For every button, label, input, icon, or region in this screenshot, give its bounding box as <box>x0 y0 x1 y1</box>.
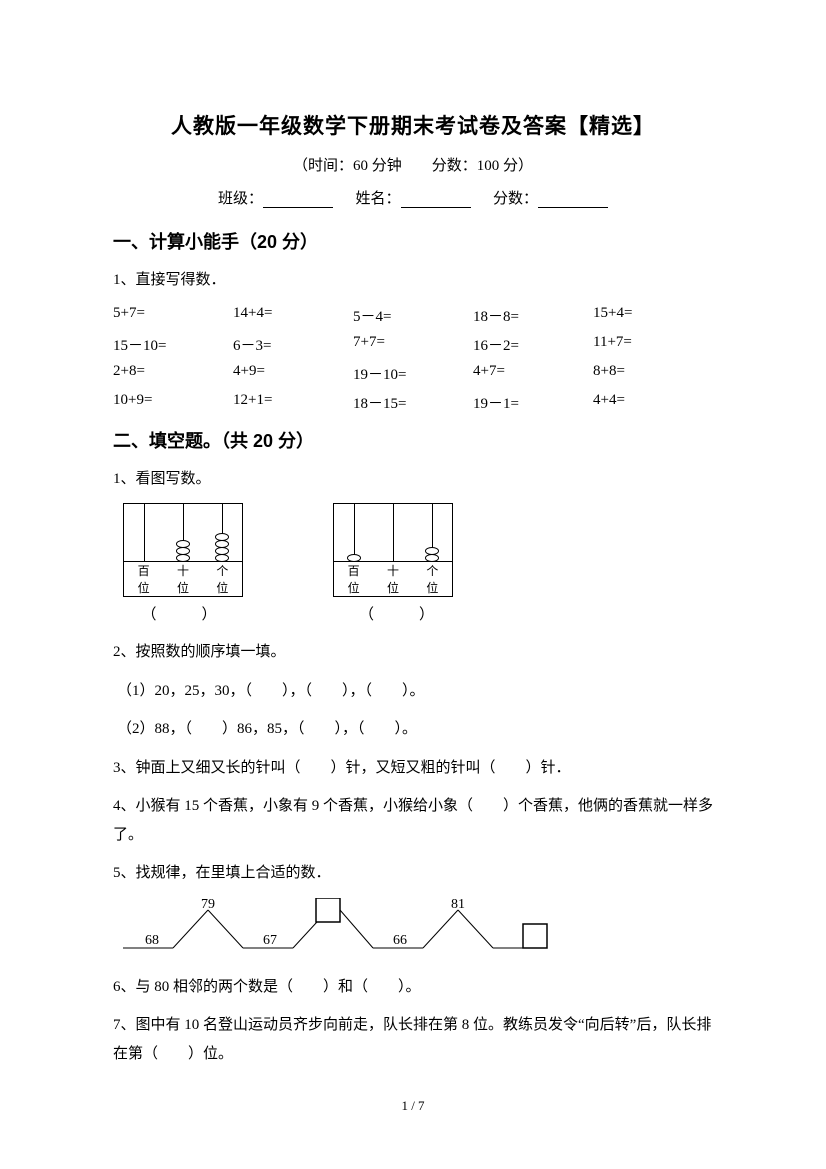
name-label: 姓名： <box>355 191 400 207</box>
rod <box>124 504 163 561</box>
calc-cell: 19－1= <box>473 392 593 413</box>
abacus-sub: 位 <box>216 579 228 596</box>
s2-q6: 6、与 80 相邻的两个数是（ ）和（ ）。 <box>113 973 713 1002</box>
calc-cell: 4+9= <box>233 363 353 384</box>
rod <box>163 504 202 561</box>
abacus-sub: 位 <box>138 579 150 596</box>
calc-row: 2+8= 4+9= 19－10= 4+7= 8+8= <box>113 363 713 384</box>
score-label: 分数： <box>493 191 538 207</box>
s2-q7: 7、图中有 10 名登山运动员齐步向前走，队长排在第 8 位。教练员发令“向后转… <box>113 1011 713 1068</box>
calc-cell: 14+4= <box>233 305 353 326</box>
bead-icon <box>176 547 190 555</box>
calc-cell: 2+8= <box>113 363 233 384</box>
calc-grid: 5+7= 14+4= 5－4= 18－8= 15+4= 15－10= 6－3= … <box>113 305 713 413</box>
s2-q5-label: 5、找规律，在里填上合适的数． <box>113 859 713 888</box>
rod <box>413 504 452 561</box>
abacus-answers: （ ） （ ） <box>119 603 713 624</box>
calc-row: 15－10= 6－3= 7+7= 16－2= 11+7= <box>113 334 713 355</box>
s2-q1-label: 1、看图写数。 <box>113 465 713 494</box>
calc-cell: 12+1= <box>233 392 353 413</box>
calc-cell: 5－4= <box>353 305 473 326</box>
abacus-label: 百 <box>348 562 360 579</box>
section1-header: 一、计算小能手（20 分） <box>113 228 713 254</box>
abacus-label: 百 <box>138 562 150 579</box>
subtitle: （时间：60 分钟 分数：100 分） <box>113 154 713 175</box>
calc-cell: 19－10= <box>353 363 473 384</box>
bead-icon <box>176 540 190 548</box>
abacus-1: 百位 十位 个位 <box>123 503 243 597</box>
bead-icon <box>215 547 229 555</box>
bead-icon <box>425 547 439 555</box>
paren-blank[interactable]: （ ） <box>337 603 457 624</box>
s2-q2-line2: （2）88，（ ）86，85，（ ），（ ）。 <box>113 715 713 744</box>
abacus-sub: 位 <box>348 579 360 596</box>
class-blank[interactable] <box>263 192 333 208</box>
s2-q3: 3、钟面上又细又长的针叫（ ）针，又短又粗的针叫（ ）针． <box>113 754 713 783</box>
abacus-sub: 位 <box>177 579 189 596</box>
bead-icon <box>215 554 229 562</box>
paren-blank[interactable]: （ ） <box>119 603 239 624</box>
s2-q2-line1: （1）20，25，30，（ ），（ ），（ ）。 <box>113 677 713 706</box>
abacus-2: 百位 十位 个位 <box>333 503 453 597</box>
abacus-row: 百位 十位 个位 百位 十位 个位 <box>123 503 713 597</box>
section2-header: 二、填空题。（共 20 分） <box>113 427 713 453</box>
bead-icon <box>347 554 361 562</box>
page-title: 人教版一年级数学下册期末考试卷及答案【精选】 <box>113 110 713 140</box>
score-blank[interactable] <box>538 192 608 208</box>
abacus-label: 十 <box>387 562 399 579</box>
calc-cell: 16－2= <box>473 334 593 355</box>
calc-cell: 7+7= <box>353 334 473 355</box>
abacus-label: 十 <box>177 562 189 579</box>
pattern-diagram: 68 79 67 66 81 <box>113 898 713 963</box>
calc-cell: 6－3= <box>233 334 353 355</box>
calc-cell: 15－10= <box>113 334 233 355</box>
bead-icon <box>215 533 229 541</box>
calc-cell: 11+7= <box>593 334 713 355</box>
pattern-num: 79 <box>201 898 215 912</box>
pattern-num: 81 <box>451 898 465 912</box>
calc-row: 10+9= 12+1= 18－15= 19－1= 4+4= <box>113 392 713 413</box>
calc-cell: 15+4= <box>593 305 713 326</box>
bead-icon <box>215 540 229 548</box>
s2-q4: 4、小猴有 15 个香蕉，小象有 9 个香蕉，小猴给小象（ ）个香蕉，他俩的香蕉… <box>113 792 713 849</box>
calc-row: 5+7= 14+4= 5－4= 18－8= 15+4= <box>113 305 713 326</box>
bead-icon <box>425 554 439 562</box>
zigzag-icon: 68 79 67 66 81 <box>113 898 573 958</box>
calc-cell: 4+4= <box>593 392 713 413</box>
pattern-num: 68 <box>145 933 159 948</box>
pattern-num: 67 <box>263 933 277 948</box>
class-label: 班级： <box>218 191 263 207</box>
name-blank[interactable] <box>401 192 471 208</box>
page-footer: 1 / 7 <box>0 1098 826 1114</box>
calc-cell: 8+8= <box>593 363 713 384</box>
rod <box>373 504 412 561</box>
rod <box>203 504 242 561</box>
pattern-num: 66 <box>393 933 407 948</box>
calc-cell: 18－8= <box>473 305 593 326</box>
s1-q1-label: 1、直接写得数． <box>113 266 713 295</box>
info-line: 班级： 姓名： 分数： <box>113 187 713 208</box>
abacus-sub: 位 <box>426 579 438 596</box>
rod <box>334 504 373 561</box>
abacus-label: 个 <box>426 562 438 579</box>
abacus-sub: 位 <box>387 579 399 596</box>
calc-cell: 18－15= <box>353 392 473 413</box>
abacus-label: 个 <box>216 562 228 579</box>
bead-icon <box>176 554 190 562</box>
calc-cell: 5+7= <box>113 305 233 326</box>
s2-q2-label: 2、按照数的顺序填一填。 <box>113 638 713 667</box>
calc-cell: 4+7= <box>473 363 593 384</box>
calc-cell: 10+9= <box>113 392 233 413</box>
